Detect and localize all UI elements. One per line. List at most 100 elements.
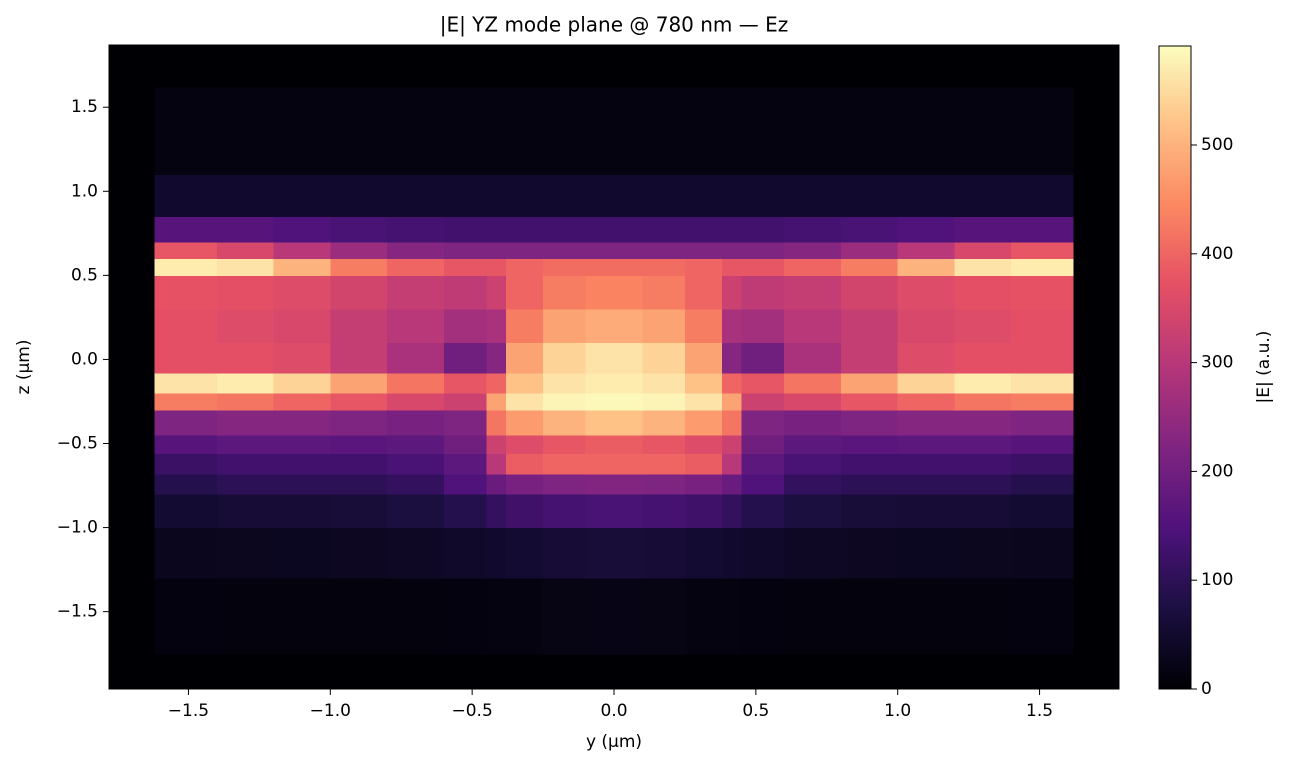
heatmap-cell <box>784 393 842 411</box>
heatmap-cell <box>506 308 544 344</box>
heatmap-cell <box>216 393 275 411</box>
heatmap-cell <box>585 275 643 310</box>
heatmap-cell <box>897 578 956 655</box>
heatmap-cell <box>543 493 587 529</box>
heatmap-cell <box>741 216 785 243</box>
heatmap-cell <box>109 493 155 529</box>
heatmap-cell <box>1073 342 1120 374</box>
heatmap-cell <box>585 409 643 436</box>
heatmap-cell <box>954 578 1012 655</box>
heatmap-cell <box>543 409 587 436</box>
heatmap-cell <box>721 653 743 690</box>
heatmap-cell <box>684 342 723 374</box>
heatmap-cell <box>486 342 507 374</box>
x-tick-label: 0.0 <box>600 701 627 721</box>
heatmap-cell <box>216 241 275 260</box>
heatmap-cell <box>109 275 155 310</box>
heatmap-cell <box>387 275 445 310</box>
heatmap-cell <box>486 653 507 690</box>
heatmap-cell <box>486 275 507 310</box>
heatmap-cell <box>840 578 899 655</box>
heatmap-cell <box>684 372 723 394</box>
heatmap-cell <box>443 493 487 529</box>
heatmap-cell <box>1011 342 1075 374</box>
heatmap-cell <box>1073 372 1120 394</box>
heatmap-cell <box>585 45 643 88</box>
heatmap-cell <box>387 435 445 455</box>
heatmap-cell <box>154 174 218 218</box>
heatmap-cell <box>585 216 643 243</box>
heatmap-cell <box>387 45 445 88</box>
heatmap-cell <box>154 453 218 475</box>
heatmap-cell <box>897 653 956 690</box>
heatmap-cell <box>585 527 643 579</box>
x-tick-label: 0.5 <box>742 701 769 721</box>
heatmap-cell <box>1073 393 1120 411</box>
heatmap-cell <box>585 653 643 690</box>
heatmap-cell <box>784 372 842 394</box>
heatmap-cell <box>216 493 275 529</box>
heatmap-cell <box>684 308 723 344</box>
heatmap-cell <box>216 653 275 690</box>
heatmap-cell <box>506 342 544 374</box>
heatmap-cell <box>684 453 723 475</box>
heatmap-cell <box>216 372 275 394</box>
heatmap-cell <box>154 435 218 455</box>
heatmap-cell <box>897 216 956 243</box>
heatmap-cell <box>741 578 785 655</box>
heatmap-cell <box>216 578 275 655</box>
heatmap-cell <box>154 409 218 436</box>
heatmap-cell <box>897 87 956 176</box>
heatmap-cell <box>741 174 785 218</box>
heatmap-cell <box>109 578 155 655</box>
heatmap-cell <box>585 473 643 495</box>
heatmap-cell <box>273 653 331 690</box>
heatmap-cell <box>154 258 218 276</box>
heatmap-cell <box>585 493 643 529</box>
heatmap-cell <box>543 258 587 276</box>
heatmap-cell <box>721 435 743 455</box>
heatmap-cell <box>1011 216 1075 243</box>
heatmap-cell <box>273 241 331 260</box>
heatmap-cell <box>443 578 487 655</box>
heatmap-cell <box>1073 216 1120 243</box>
heatmap-cell <box>642 453 686 475</box>
heatmap-cell <box>1073 653 1120 690</box>
heatmap-cell <box>741 653 785 690</box>
colorbar-tick-label: 200 <box>1201 461 1233 481</box>
heatmap-cell <box>1073 87 1120 176</box>
heatmap-cell <box>954 653 1012 690</box>
heatmap-cell <box>1073 473 1120 495</box>
heatmap-cell <box>387 216 445 243</box>
heatmap-cell <box>273 578 331 655</box>
heatmap-cell <box>721 342 743 374</box>
heatmap-cell <box>273 258 331 276</box>
heatmap-cell <box>897 45 956 88</box>
heatmap-cell <box>486 453 507 475</box>
heatmap-cell <box>109 653 155 690</box>
heatmap-cell <box>443 527 487 579</box>
heatmap-cell <box>387 527 445 579</box>
heatmap-cell <box>543 308 587 344</box>
heatmap-cell <box>954 45 1012 88</box>
heatmap-cell <box>387 473 445 495</box>
heatmap-cell <box>741 435 785 455</box>
heatmap-cell <box>506 493 544 529</box>
heatmap-cell <box>154 393 218 411</box>
heatmap-cell <box>443 453 487 475</box>
heatmap-cell <box>486 372 507 394</box>
heatmap-cell <box>109 241 155 260</box>
heatmap-cell <box>784 87 842 176</box>
heatmap-cell <box>330 409 388 436</box>
heatmap-cell <box>1011 372 1075 394</box>
heatmap-cell <box>506 241 544 260</box>
heatmap-cell <box>273 393 331 411</box>
heatmap-cell <box>1011 174 1075 218</box>
heatmap-cell <box>273 493 331 529</box>
heatmap-cell <box>486 473 507 495</box>
heatmap-cell <box>585 308 643 344</box>
x-tick-label: −0.5 <box>452 701 493 721</box>
heatmap-cell <box>216 308 275 344</box>
heatmap-cell <box>1073 493 1120 529</box>
heatmap-cell <box>741 493 785 529</box>
